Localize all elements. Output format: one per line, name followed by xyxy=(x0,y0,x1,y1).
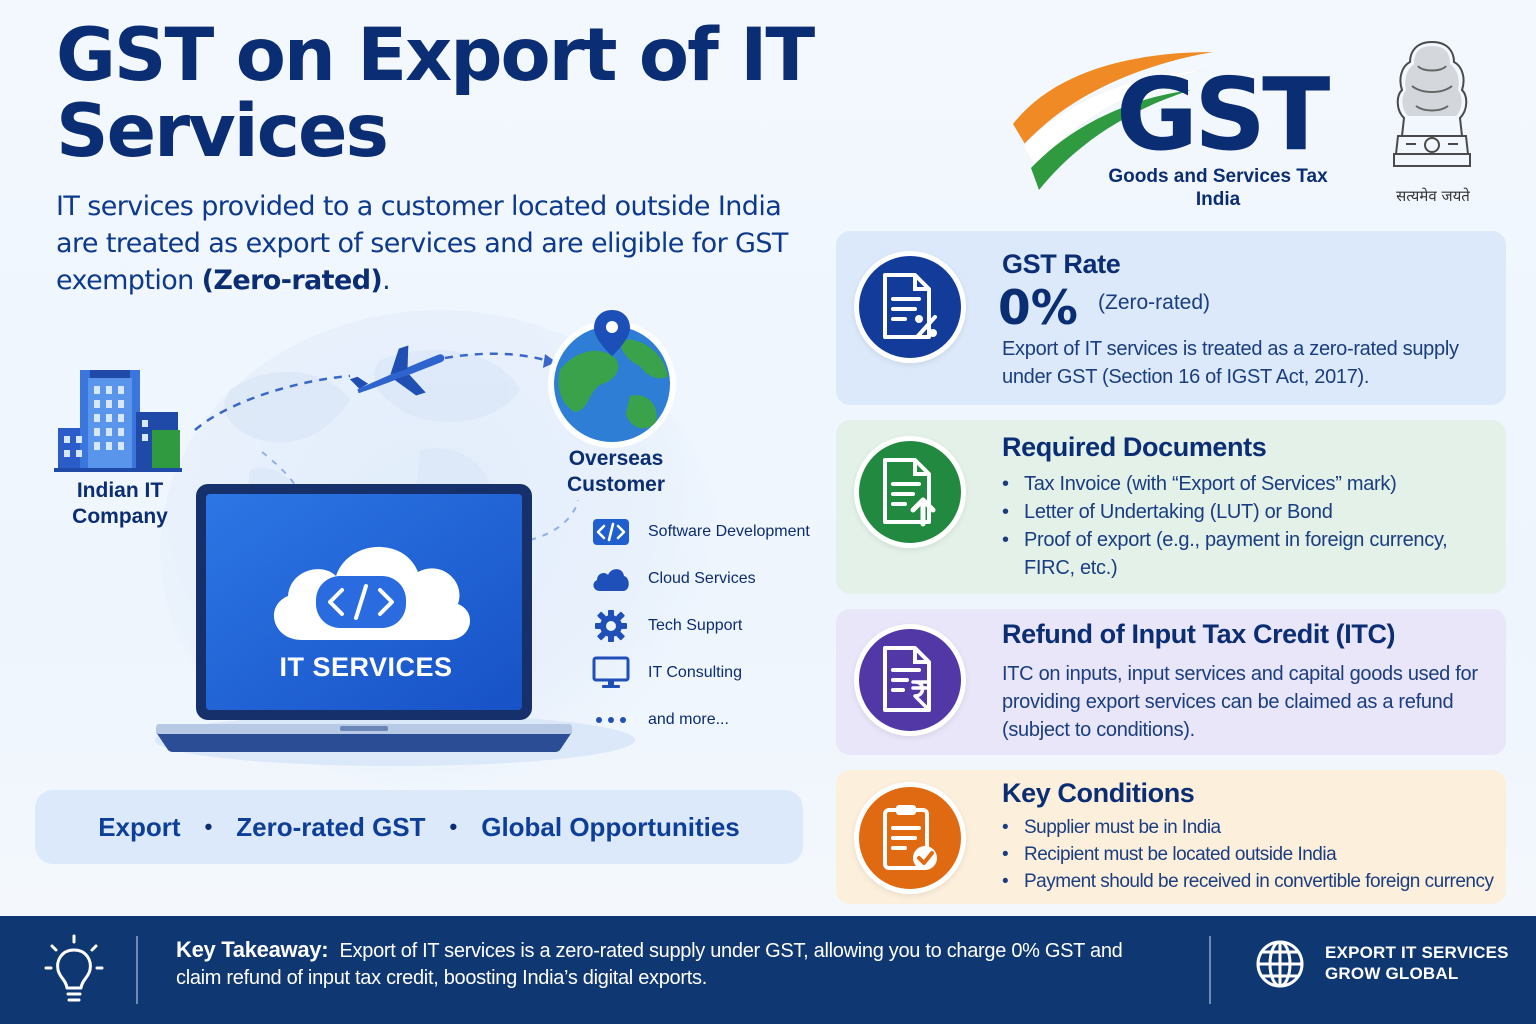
emblem-motto: सत्यमेव जयते xyxy=(1396,187,1470,205)
documents-list: Tax Invoice (with “Export of Services” m… xyxy=(1002,470,1502,582)
service-label: Tech Support xyxy=(648,616,743,634)
national-emblem-icon xyxy=(1393,40,1471,167)
gst-logo-subtitle: Goods and Services Tax India xyxy=(1108,166,1328,210)
flight-path-right xyxy=(444,352,546,362)
footer-slogan: EXPORT IT SERVICES GROW GLOBAL xyxy=(1325,942,1525,984)
rate-card-body: Export of IT services is treated as a ze… xyxy=(1002,338,1459,388)
slogan-line-2: GROW GLOBAL xyxy=(1325,964,1459,983)
service-item-consulting: IT Consulting xyxy=(590,649,830,696)
globe-icon xyxy=(1256,940,1304,988)
itc-refund-card: Refund of Input Tax Credit (ITC) ITC on … xyxy=(836,609,1506,755)
band-item-global: Global Opportunities xyxy=(481,811,740,842)
document-upload-icon xyxy=(854,436,966,548)
required-documents-card: Required Documents Tax Invoice (with “Ex… xyxy=(836,420,1506,594)
footer-bar: Key Takeaway: Export of IT services is a… xyxy=(0,916,1536,1024)
document-item: Tax Invoice (with “Export of Services” m… xyxy=(1002,470,1502,498)
airplane-icon xyxy=(349,345,445,396)
condition-item: Payment should be received in convertibl… xyxy=(1002,868,1502,895)
service-item-support: Tech Support xyxy=(590,602,830,649)
lightbulb-icon xyxy=(44,934,104,1002)
gst-swoosh-logo xyxy=(1013,52,1213,190)
page-title: GST on Export of IT Services xyxy=(56,13,815,174)
service-label: Software Development xyxy=(648,522,810,540)
condition-item: Recipient must be located outside India xyxy=(1002,841,1502,868)
rupee-document-icon xyxy=(854,624,966,736)
service-item-more: and more... xyxy=(590,696,830,743)
flight-path-left xyxy=(194,374,351,431)
service-label: Cloud Services xyxy=(648,569,756,587)
gst-logo-text: GST xyxy=(1116,56,1330,173)
document-item: Letter of Undertaking (LUT) or Bond xyxy=(1002,498,1502,526)
key-takeaway: Key Takeaway: Export of IT services is a… xyxy=(176,936,1166,992)
band-item-export: Export xyxy=(98,811,181,842)
rate-value: 0% xyxy=(998,281,1078,336)
code-icon xyxy=(590,517,632,547)
gst-rate-card: GST Rate 0% (Zero-rated) Export of IT se… xyxy=(836,231,1506,405)
subtitle-end: . xyxy=(382,265,391,296)
document-item: Proof of export (e.g., payment in foreig… xyxy=(1002,526,1502,582)
globe-customer-icon xyxy=(548,310,676,448)
subtitle-text: IT services provided to a customer locat… xyxy=(56,191,788,296)
service-item-software: Software Development xyxy=(590,508,830,555)
band-separator: • xyxy=(204,814,213,839)
takeaway-text: Export of IT services is a zero-rated su… xyxy=(176,940,1123,989)
footer-divider xyxy=(136,936,138,1004)
cloud-icon xyxy=(590,564,632,594)
clipboard-check-icon xyxy=(854,782,966,894)
takeaway-label: Key Takeaway: xyxy=(176,937,329,962)
export-illustration xyxy=(54,310,676,766)
overseas-customer-label: Overseas Customer xyxy=(566,447,666,496)
highlights-band: Export • Zero-rated GST • Global Opportu… xyxy=(35,790,803,864)
cloud-code-icon xyxy=(273,546,471,640)
laptop-screen-label: IT SERVICES xyxy=(279,652,453,682)
refund-card-title: Refund of Input Tax Credit (ITC) xyxy=(1002,619,1396,649)
band-item-zero-rated: Zero-rated GST xyxy=(236,811,426,842)
service-label: IT Consulting xyxy=(648,663,742,681)
page-subtitle: IT services provided to a customer locat… xyxy=(56,188,816,299)
ellipsis-icon xyxy=(590,705,632,735)
key-conditions-card: Key Conditions Supplier must be in India… xyxy=(836,770,1506,904)
documents-card-title: Required Documents xyxy=(1002,432,1267,462)
band-separator: • xyxy=(449,814,458,839)
conditions-list: Supplier must be in India Recipient must… xyxy=(1002,814,1502,895)
footer-divider xyxy=(1209,936,1211,1004)
rate-card-title: GST Rate xyxy=(1002,249,1121,279)
conditions-card-title: Key Conditions xyxy=(1002,778,1195,808)
indian-company-label: Indian IT Company xyxy=(72,479,168,528)
service-item-cloud: Cloud Services xyxy=(590,555,830,602)
service-label: and more... xyxy=(648,710,729,728)
refund-card-body: ITC on inputs, input services and capita… xyxy=(1002,663,1478,741)
rate-note: (Zero-rated) xyxy=(1098,291,1211,314)
rate-document-icon xyxy=(854,251,966,363)
monitor-icon xyxy=(590,656,632,688)
condition-item: Supplier must be in India xyxy=(1002,814,1502,841)
gear-icon xyxy=(590,609,632,642)
services-list: Software Development Cloud Services Tech… xyxy=(590,508,830,743)
subtitle-bold: (Zero-rated) xyxy=(201,265,383,296)
slogan-line-1: EXPORT IT SERVICES xyxy=(1325,943,1509,962)
office-building-icon xyxy=(54,370,182,472)
